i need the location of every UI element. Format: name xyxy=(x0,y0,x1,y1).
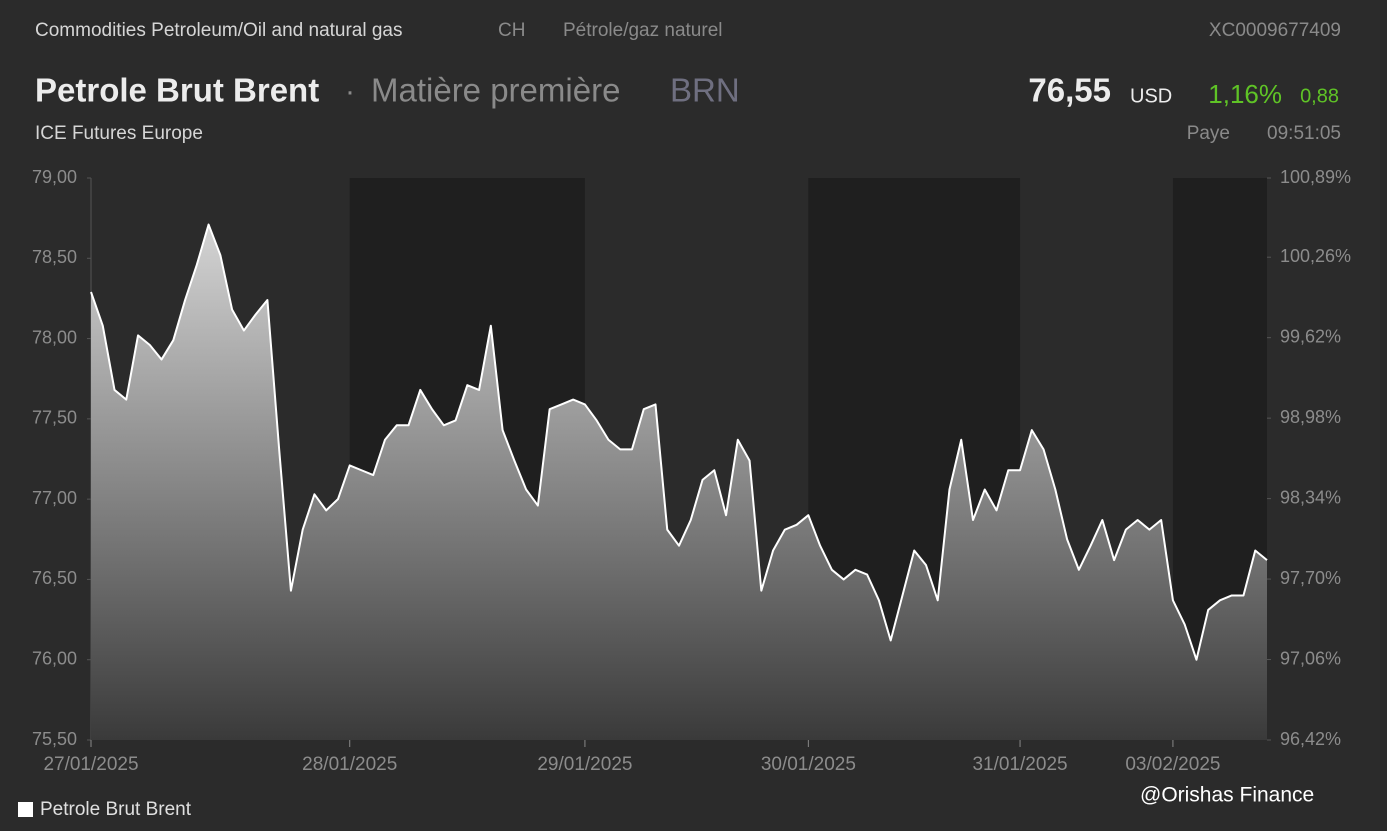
x-tick-label: 27/01/2025 xyxy=(43,754,138,775)
isin: XC0009677409 xyxy=(1209,20,1341,41)
y2-tick-label: 100,89% xyxy=(1280,167,1351,187)
symbol: BRN xyxy=(670,72,740,109)
time: 09:51:05 xyxy=(1267,123,1341,144)
y-tick-label: 77,00 xyxy=(32,488,77,508)
y-tick-label: 78,50 xyxy=(32,247,77,267)
x-tick-label: 30/01/2025 xyxy=(761,754,856,775)
asset-type: Matière première xyxy=(371,72,620,109)
price-line xyxy=(90,223,1268,661)
y2-tick-label: 99,62% xyxy=(1280,326,1341,346)
x-tick-label: 28/01/2025 xyxy=(302,754,397,775)
legend-swatch xyxy=(18,802,33,817)
y2-tick-label: 98,34% xyxy=(1280,487,1341,507)
price: 76,55 xyxy=(1028,72,1111,109)
y-tick-label: 75,50 xyxy=(32,729,77,749)
currency: USD xyxy=(1130,85,1172,107)
chart-title: Petrole Brut Brent xyxy=(35,72,319,109)
y-tick-label: 76,50 xyxy=(32,568,77,588)
y-tick-label: 77,50 xyxy=(32,408,77,428)
legend-label: Petrole Brut Brent xyxy=(40,799,192,820)
change-pct: 1,16% xyxy=(1208,79,1282,109)
y2-tick-label: 97,06% xyxy=(1280,648,1341,668)
category: Commodities Petroleum/Oil and natural ga… xyxy=(35,20,403,41)
x-tick-label: 03/02/2025 xyxy=(1125,754,1220,775)
separator: · xyxy=(345,75,355,108)
category-fr: Pétrole/gaz naturel xyxy=(563,20,723,41)
area-fill xyxy=(91,224,1267,740)
y2-tick-label: 96,42% xyxy=(1280,729,1341,749)
status: Paye xyxy=(1187,123,1230,144)
exchange: ICE Futures Europe xyxy=(35,123,203,144)
watermark: @Orishas Finance xyxy=(1140,784,1314,807)
country: CH xyxy=(498,20,525,41)
y2-tick-label: 100,26% xyxy=(1280,246,1351,266)
y-tick-label: 79,00 xyxy=(32,167,77,187)
change: 0,88 xyxy=(1300,85,1339,107)
y2-tick-label: 98,98% xyxy=(1280,407,1341,427)
x-tick-label: 29/01/2025 xyxy=(537,754,632,775)
y-tick-label: 76,00 xyxy=(32,648,77,668)
x-tick-label: 31/01/2025 xyxy=(972,754,1067,775)
y-tick-label: 78,00 xyxy=(32,327,77,347)
y2-tick-label: 97,70% xyxy=(1280,568,1341,588)
